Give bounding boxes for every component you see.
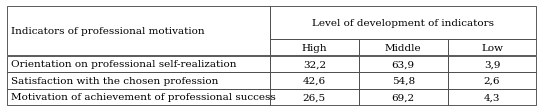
Text: 54,8: 54,8 <box>392 76 415 85</box>
Text: Level of development of indicators: Level of development of indicators <box>312 19 494 28</box>
Bar <box>359 72 447 89</box>
Text: 32,2: 32,2 <box>303 60 326 69</box>
Bar <box>7 56 270 72</box>
Text: 3,9: 3,9 <box>484 60 500 69</box>
Text: 63,9: 63,9 <box>392 60 415 69</box>
Text: Middle: Middle <box>385 43 421 52</box>
Bar <box>359 40 447 56</box>
Bar <box>270 56 359 72</box>
Text: 69,2: 69,2 <box>392 93 415 101</box>
Text: Indicators of professional motivation: Indicators of professional motivation <box>11 27 204 36</box>
Bar <box>447 40 536 56</box>
Text: Motivation of achievement of professional success: Motivation of achievement of professiona… <box>11 93 275 101</box>
Text: 2,6: 2,6 <box>484 76 500 85</box>
Text: 42,6: 42,6 <box>303 76 326 85</box>
Bar <box>270 7 536 40</box>
Text: Low: Low <box>481 43 503 52</box>
Text: High: High <box>301 43 327 52</box>
Text: Orientation on professional self-realization: Orientation on professional self-realiza… <box>11 60 236 69</box>
Bar <box>7 7 270 56</box>
Bar <box>270 40 359 56</box>
Bar <box>447 89 536 105</box>
Bar <box>7 72 270 89</box>
Text: 4,3: 4,3 <box>484 93 500 101</box>
Bar <box>270 72 359 89</box>
Text: Satisfaction with the chosen profession: Satisfaction with the chosen profession <box>11 76 218 85</box>
Bar <box>359 89 447 105</box>
Bar <box>359 56 447 72</box>
Bar <box>270 89 359 105</box>
Bar <box>447 56 536 72</box>
Bar <box>447 72 536 89</box>
Text: 26,5: 26,5 <box>303 93 326 101</box>
Bar <box>7 89 270 105</box>
